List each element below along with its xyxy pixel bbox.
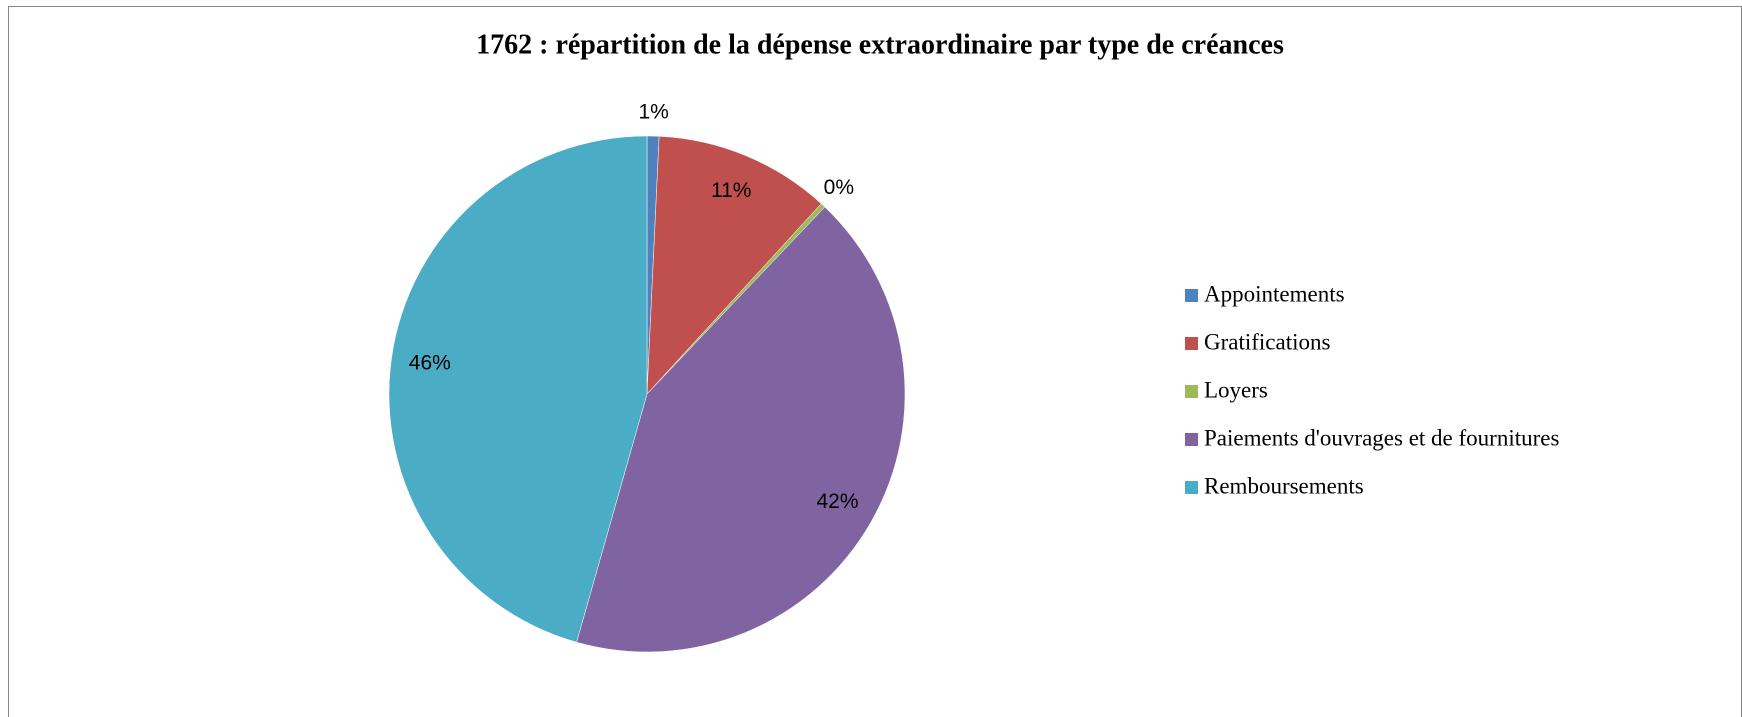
data-label: 0% xyxy=(824,176,854,199)
legend-label: Paiements d'ouvrages et de fournitures xyxy=(1204,425,1559,450)
legend-label: Gratifications xyxy=(1204,329,1331,354)
legend-label: Remboursements xyxy=(1204,473,1364,498)
pie-slice xyxy=(576,206,906,653)
pie-slice xyxy=(388,135,648,643)
legend-swatch xyxy=(1185,337,1198,350)
legend-swatch xyxy=(1185,481,1198,494)
data-label: 42% xyxy=(816,490,858,513)
legend-label: Loyers xyxy=(1204,377,1268,402)
legend-swatch xyxy=(1185,289,1198,302)
chart-title: 1762 : répartition de la dépense extraor… xyxy=(476,29,1284,60)
data-label: 46% xyxy=(409,351,451,374)
legend-swatch xyxy=(1185,385,1198,398)
legend-label: Appointements xyxy=(1204,281,1345,306)
pie-slice xyxy=(646,136,822,395)
data-label: 1% xyxy=(638,100,668,123)
data-label: 11% xyxy=(711,179,751,202)
legend-swatch xyxy=(1185,433,1198,446)
